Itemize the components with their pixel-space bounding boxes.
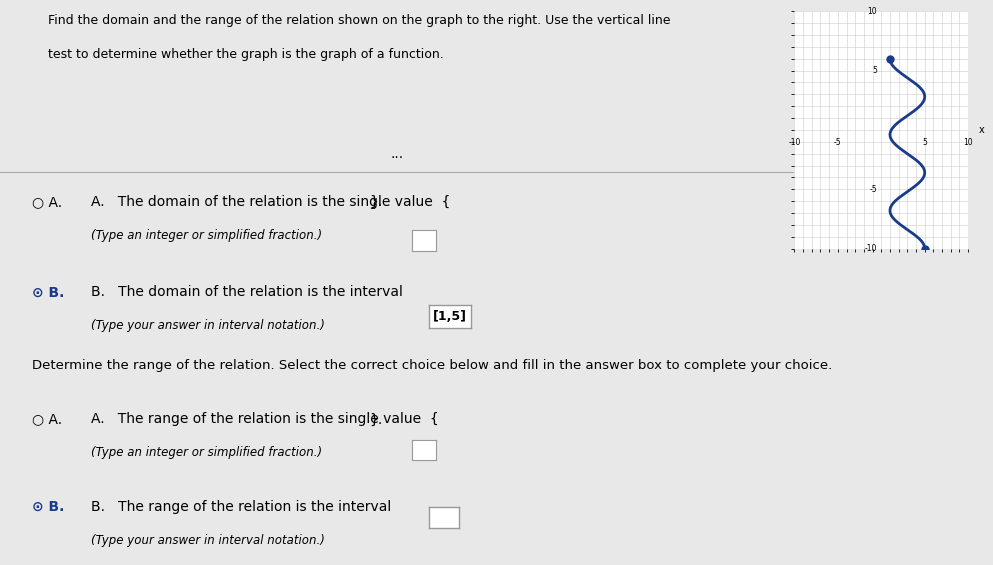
Text: A.   The domain of the relation is the single value  {: A. The domain of the relation is the sin… xyxy=(91,195,451,209)
Text: ○ A.: ○ A. xyxy=(32,195,62,209)
Text: test to determine whether the graph is the graph of a function.: test to determine whether the graph is t… xyxy=(48,48,444,61)
Text: (Type an integer or simplified fraction.): (Type an integer or simplified fraction.… xyxy=(91,229,323,242)
Text: (Type your answer in interval notation.): (Type your answer in interval notation.) xyxy=(91,534,326,547)
Text: Find the domain and the range of the relation shown on the graph to the right. U: Find the domain and the range of the rel… xyxy=(48,14,670,27)
Text: B.   The domain of the relation is the interval: B. The domain of the relation is the int… xyxy=(91,285,403,299)
Text: (Type an integer or simplified fraction.): (Type an integer or simplified fraction.… xyxy=(91,446,323,459)
Text: (Type your answer in interval notation.): (Type your answer in interval notation.) xyxy=(91,319,326,332)
Text: ⊙ B.: ⊙ B. xyxy=(32,500,65,514)
Text: [1,5]: [1,5] xyxy=(433,310,467,323)
Text: ⊙ B.: ⊙ B. xyxy=(32,285,65,299)
Text: ···: ··· xyxy=(390,151,404,165)
Text: 10: 10 xyxy=(963,138,973,147)
Text: -10: -10 xyxy=(865,244,877,253)
Text: ○ A.: ○ A. xyxy=(32,412,62,427)
Text: A.   The range of the relation is the single value  {: A. The range of the relation is the sing… xyxy=(91,412,439,427)
Text: -5: -5 xyxy=(834,138,842,147)
Text: }.: }. xyxy=(369,195,382,209)
Text: -5: -5 xyxy=(869,185,877,194)
Text: 5: 5 xyxy=(922,138,927,147)
Text: 5: 5 xyxy=(872,66,877,75)
Text: }.: }. xyxy=(369,412,382,427)
Text: Determine the range of the relation. Select the correct choice below and fill in: Determine the range of the relation. Sel… xyxy=(32,359,832,372)
Text: -10: -10 xyxy=(788,138,800,147)
Text: 10: 10 xyxy=(867,7,877,16)
Text: B.   The range of the relation is the interval: B. The range of the relation is the inte… xyxy=(91,500,391,514)
Text: x: x xyxy=(979,125,984,135)
